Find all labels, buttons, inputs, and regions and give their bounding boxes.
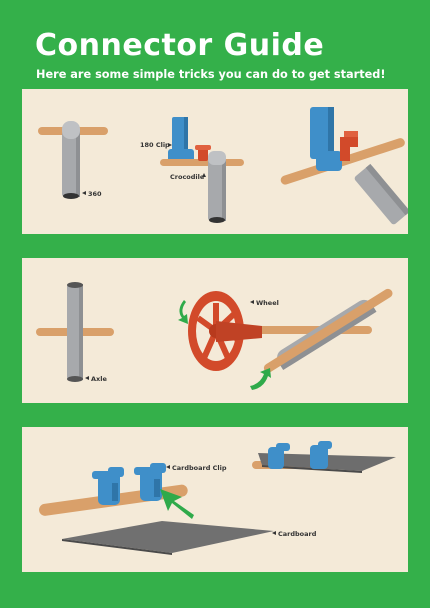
rotate-arrow-icon bbox=[250, 368, 271, 390]
label-axle: Axle bbox=[85, 375, 107, 383]
svg-text:Crocodile: Crocodile bbox=[170, 173, 205, 181]
page-title: Connector Guide bbox=[35, 28, 325, 63]
axle-cross-illustration bbox=[36, 282, 114, 382]
panel-basic-connectors: 360 180 Clip Crocodile bbox=[22, 89, 408, 234]
cardboard-assembled-illustration bbox=[252, 441, 396, 473]
svg-text:Wheel: Wheel bbox=[256, 299, 279, 307]
label-cardboard-clip: Cardboard Clip bbox=[166, 464, 227, 472]
svg-text:Axle: Axle bbox=[91, 375, 107, 383]
page-subtitle: Here are some simple tricks you can do t… bbox=[36, 68, 386, 81]
cardboard-clip-illustration bbox=[39, 463, 194, 519]
label-360: 360 bbox=[82, 190, 102, 198]
cardboard-sheet-illustration bbox=[62, 521, 274, 555]
label-cardboard: Cardboard bbox=[272, 530, 317, 538]
panel-axle-wheel: Axle Wheel bbox=[22, 258, 408, 403]
label-crocodile: Crocodile bbox=[170, 173, 206, 181]
panel-cardboard: Cardboard Clip Cardboard bbox=[22, 427, 408, 572]
wheel-illustration bbox=[188, 288, 393, 373]
svg-text:Cardboard Clip: Cardboard Clip bbox=[172, 464, 227, 472]
svg-text:360: 360 bbox=[88, 190, 102, 198]
assembled-angle-illustration bbox=[280, 107, 408, 225]
svg-text:Cardboard: Cardboard bbox=[278, 530, 317, 538]
clip-crocodile-illustration bbox=[160, 117, 244, 223]
tee-connector-illustration bbox=[38, 121, 108, 199]
label-wheel: Wheel bbox=[250, 299, 279, 307]
label-180-clip: 180 Clip bbox=[140, 141, 172, 149]
svg-text:180 Clip: 180 Clip bbox=[140, 141, 170, 149]
rotate-arrow-icon bbox=[178, 300, 188, 324]
insert-arrow-icon bbox=[160, 489, 194, 519]
